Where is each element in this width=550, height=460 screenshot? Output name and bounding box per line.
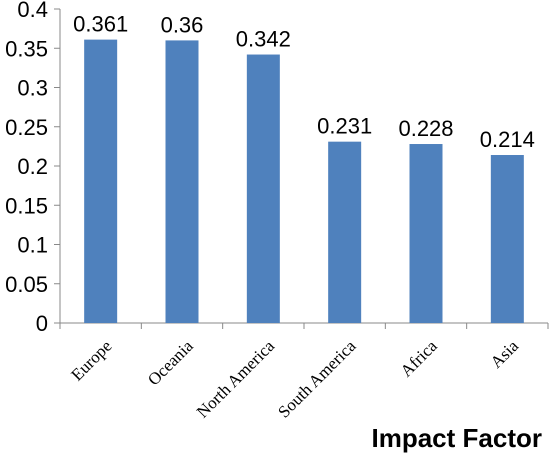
y-tick-label: 0.25	[5, 115, 48, 140]
data-label: 0.342	[236, 27, 291, 52]
bars	[84, 39, 524, 324]
category-label: South America	[274, 336, 360, 422]
data-label: 0.361	[73, 12, 128, 37]
category-label: Oceania	[144, 336, 197, 389]
bar	[246, 54, 280, 323]
y-tick-label: 0.3	[17, 76, 48, 101]
data-label: 0.228	[398, 116, 453, 141]
category-label: Europe	[67, 336, 115, 384]
bar	[409, 144, 443, 323]
y-tick-label: 0	[36, 311, 48, 336]
y-tick-label: 0.35	[5, 36, 48, 61]
bar	[328, 141, 362, 323]
y-tick-label: 0.2	[17, 154, 48, 179]
bar	[84, 39, 118, 324]
bar	[490, 155, 524, 323]
category-label: North America	[193, 336, 279, 422]
y-axis: 0 0.05 0.1 0.15 0.2 0.25 0.3 0.35 0.4	[5, 0, 61, 336]
x-axis	[59, 322, 549, 329]
category-label: Africa	[397, 336, 441, 380]
y-tick-label: 0.1	[17, 233, 48, 258]
data-label: 0.36	[161, 12, 204, 37]
y-tick-label: 0.05	[5, 272, 48, 297]
chart-title: Impact Factor	[371, 423, 543, 453]
y-tick-label: 0.4	[17, 0, 48, 22]
data-label: 0.214	[480, 127, 535, 152]
bar	[165, 40, 199, 324]
y-tick-label: 0.15	[5, 193, 48, 218]
category-label: Asia	[487, 336, 523, 372]
data-labels: 0.361 0.36 0.342 0.231 0.228 0.214	[73, 12, 535, 152]
data-label: 0.231	[317, 114, 372, 139]
